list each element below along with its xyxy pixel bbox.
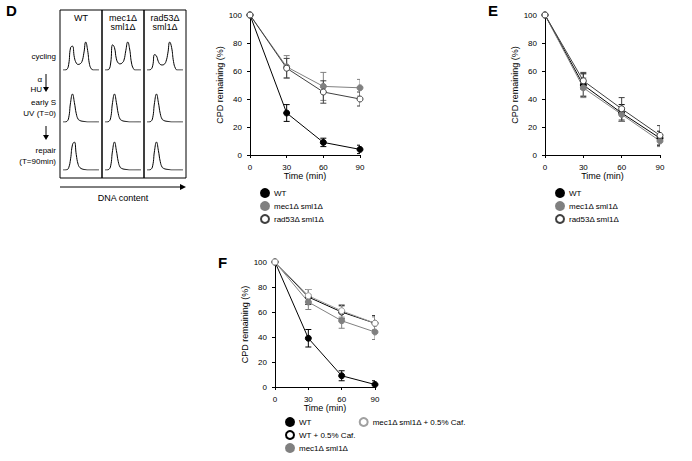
svg-text:30: 30 [579,163,588,172]
svg-text:repair: repair [36,146,57,155]
svg-text:90: 90 [371,395,380,404]
svg-text:Time (min): Time (min) [581,171,624,181]
svg-text:sml1Δ: sml1Δ [152,22,177,32]
svg-text:100: 100 [254,258,268,267]
svg-text:40: 40 [528,95,537,104]
svg-text:sml1Δ: sml1Δ [110,22,135,32]
svg-text:mec1Δ: mec1Δ [109,12,137,23]
svg-text:CPD remaining (%): CPD remaining (%) [215,46,225,124]
svg-text:WT: WT [274,189,287,198]
svg-text:60: 60 [337,395,346,404]
svg-text:0: 0 [533,151,538,160]
svg-text:20: 20 [258,358,267,367]
svg-text:30: 30 [304,395,313,404]
svg-text:WT: WT [74,13,88,23]
svg-text:0: 0 [263,383,268,392]
svg-text:HU: HU [30,85,42,94]
svg-text:90: 90 [356,163,365,172]
svg-text:80: 80 [258,283,267,292]
svg-text:rad53Δ sml1Δ: rad53Δ sml1Δ [569,215,619,224]
svg-text:100: 100 [229,11,243,20]
svg-text:90: 90 [656,163,665,172]
svg-text:CPD remaining (%): CPD remaining (%) [510,46,520,124]
svg-text:0: 0 [248,163,253,172]
svg-text:0: 0 [238,151,243,160]
svg-text:20: 20 [528,123,537,132]
svg-text:80: 80 [233,39,242,48]
svg-text:80: 80 [528,39,537,48]
svg-text:30: 30 [282,163,291,172]
svg-text:0: 0 [543,163,548,172]
svg-text:WT + 0.5% Caf.: WT + 0.5% Caf. [299,431,356,440]
svg-text:mec1Δ sml1Δ: mec1Δ sml1Δ [299,444,349,453]
svg-text:0: 0 [273,395,278,404]
svg-text:cycling: cycling [32,52,56,61]
svg-text:CPD remaining (%): CPD remaining (%) [240,286,250,364]
svg-text:early S: early S [31,98,56,107]
svg-text:UV (T=0): UV (T=0) [23,109,56,118]
svg-text:60: 60 [258,308,267,317]
svg-text:rad53Δ sml1Δ: rad53Δ sml1Δ [274,215,324,224]
svg-text:α: α [37,75,42,84]
svg-text:Time (min): Time (min) [304,403,347,413]
svg-text:E: E [488,2,498,19]
svg-text:mec1Δ sml1Δ: mec1Δ sml1Δ [274,202,324,211]
svg-text:D: D [6,2,17,19]
svg-text:DNA content: DNA content [98,193,149,203]
svg-text:(T=90min): (T=90min) [19,157,56,166]
svg-text:WT: WT [569,189,582,198]
svg-text:40: 40 [258,333,267,342]
svg-text:100: 100 [524,11,538,20]
svg-text:rad53Δ: rad53Δ [150,12,180,23]
svg-text:60: 60 [319,163,328,172]
svg-text:60: 60 [617,163,626,172]
svg-text:F: F [218,254,227,271]
svg-text:mec1Δ sml1Δ: mec1Δ sml1Δ [569,202,619,211]
svg-text:Time (min): Time (min) [284,171,327,181]
svg-text:60: 60 [528,67,537,76]
svg-text:60: 60 [233,67,242,76]
svg-text:20: 20 [233,123,242,132]
svg-text:40: 40 [233,95,242,104]
svg-text:mec1Δ sml1Δ + 0.5% Caf.: mec1Δ sml1Δ + 0.5% Caf. [373,418,466,427]
svg-text:WT: WT [299,418,312,427]
